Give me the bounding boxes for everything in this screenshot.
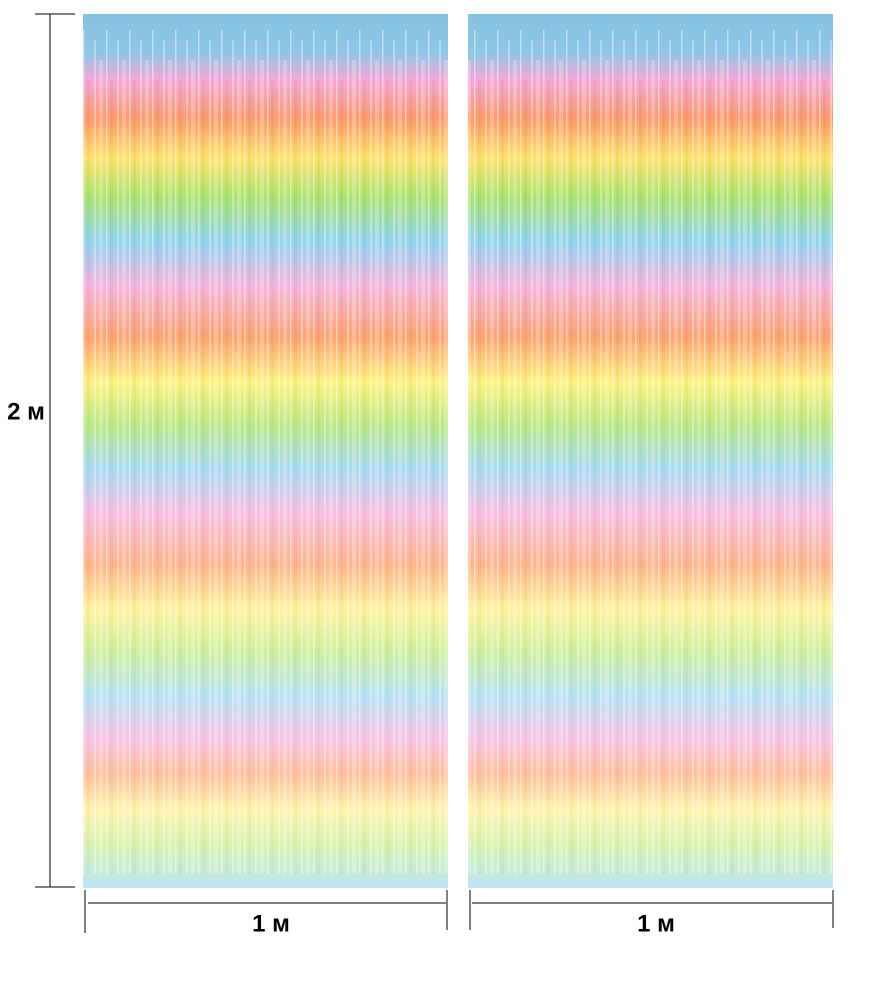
curtain-left xyxy=(83,14,448,888)
height-label: 2 м xyxy=(7,398,45,425)
width-label: 1 м xyxy=(637,910,675,937)
width-dimension-right: 1 м xyxy=(469,890,834,937)
curtain-right xyxy=(468,14,833,888)
height-dimension: 2 м xyxy=(7,13,75,888)
width-label: 1 м xyxy=(252,910,290,937)
width-dimension-left: 1 м xyxy=(84,890,448,937)
